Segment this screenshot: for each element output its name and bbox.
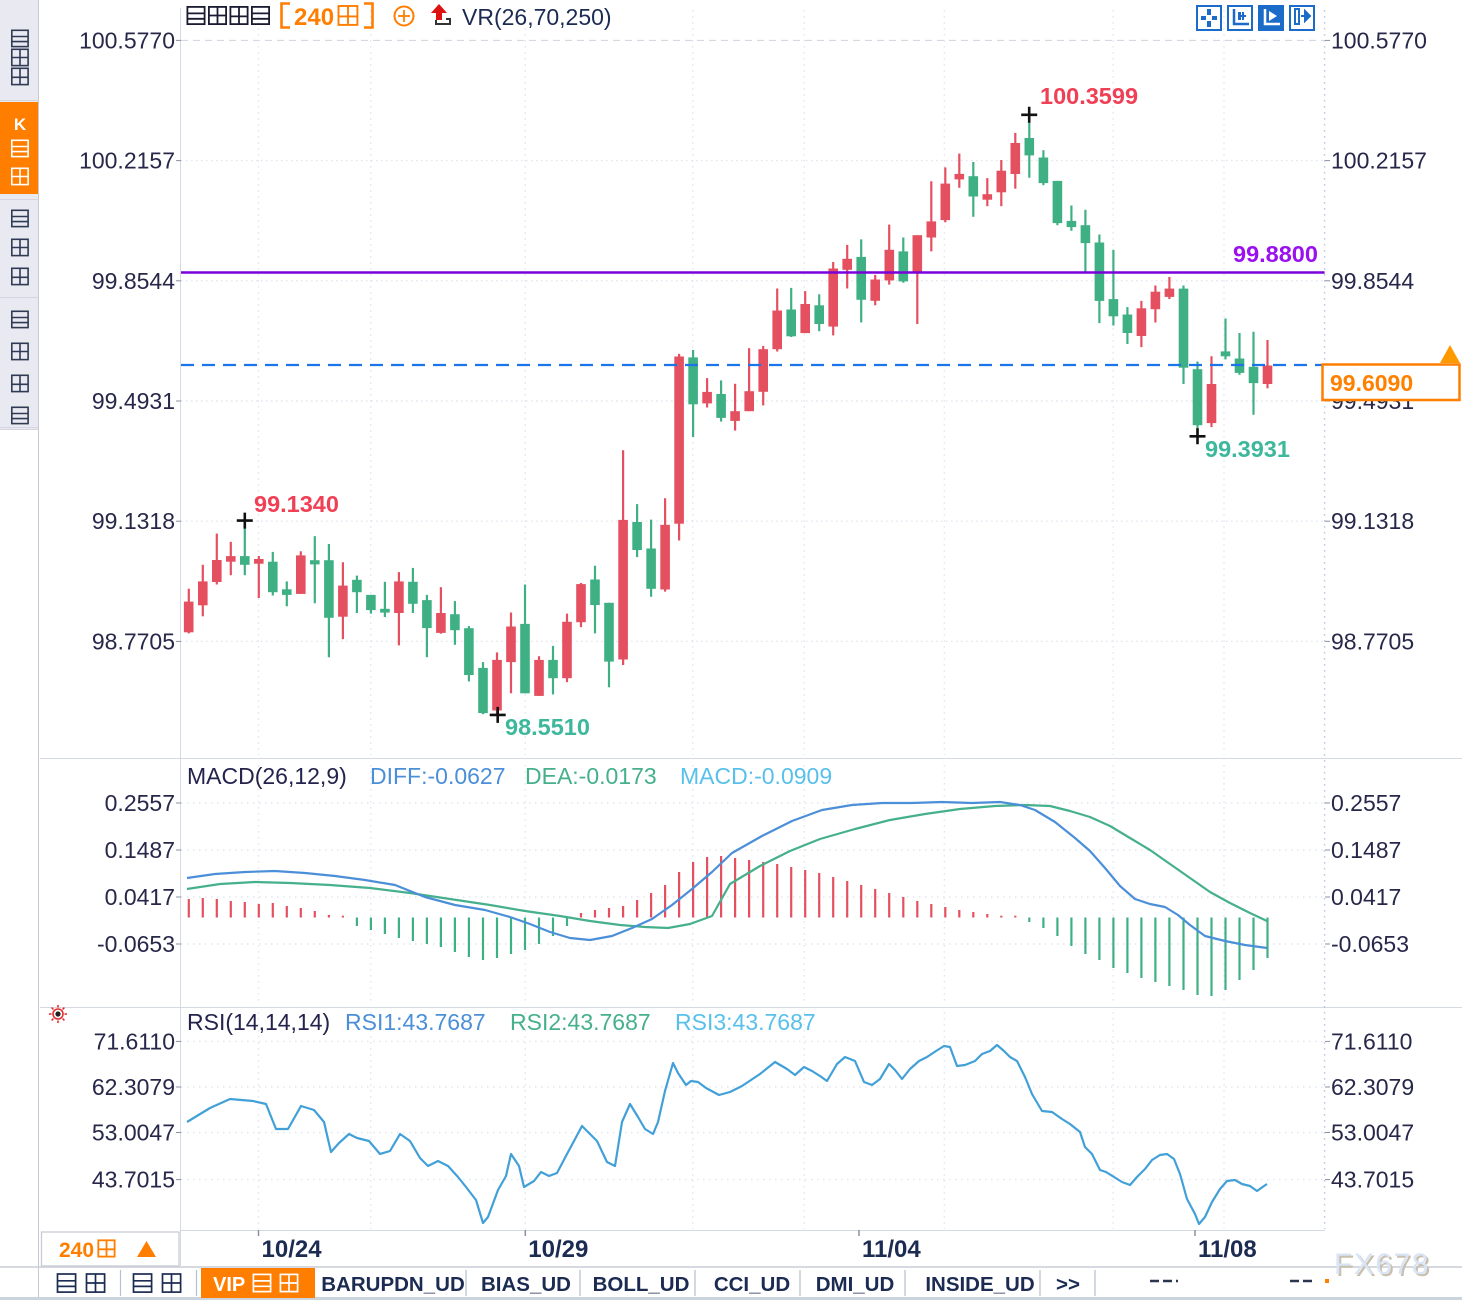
- svg-text:DIFF:-0.0627: DIFF:-0.0627: [370, 763, 506, 789]
- svg-text:11/04: 11/04: [862, 1236, 921, 1263]
- svg-text:0.0417: 0.0417: [1331, 884, 1401, 910]
- svg-text:INSIDE_UD: INSIDE_UD: [925, 1273, 1034, 1296]
- svg-text:0.2557: 0.2557: [1331, 790, 1401, 816]
- svg-text:98.7705: 98.7705: [92, 628, 175, 654]
- svg-text:0.2557: 0.2557: [105, 790, 175, 816]
- svg-text:-0.0653: -0.0653: [97, 931, 175, 957]
- svg-text:RSI(14,14,14): RSI(14,14,14): [187, 1009, 330, 1035]
- svg-text:0.0417: 0.0417: [105, 884, 175, 910]
- svg-text:71.6110: 71.6110: [94, 1028, 175, 1054]
- svg-text:98.7705: 98.7705: [1331, 628, 1414, 654]
- svg-text:240: 240: [294, 4, 334, 31]
- svg-text:99.8544: 99.8544: [92, 268, 175, 294]
- svg-text:99.1340: 99.1340: [254, 491, 339, 517]
- svg-text:53.0047: 53.0047: [1331, 1120, 1414, 1146]
- svg-text:99.4931: 99.4931: [92, 388, 175, 414]
- svg-text:DMI_UD: DMI_UD: [816, 1273, 895, 1296]
- svg-text:FX678: FX678: [1336, 1250, 1432, 1283]
- svg-text:RSI2:43.7687: RSI2:43.7687: [510, 1009, 651, 1035]
- svg-text:71.6110: 71.6110: [1331, 1028, 1412, 1054]
- svg-text:-0.0653: -0.0653: [1331, 931, 1409, 957]
- svg-text:RSI1:43.7687: RSI1:43.7687: [345, 1009, 486, 1035]
- svg-text:240: 240: [59, 1239, 94, 1262]
- svg-text:0.1487: 0.1487: [105, 837, 175, 863]
- svg-text:>>: >>: [1056, 1273, 1080, 1296]
- svg-text:100.3599: 100.3599: [1040, 83, 1138, 109]
- svg-text:99.6090: 99.6090: [1330, 370, 1413, 396]
- svg-text:100.2157: 100.2157: [1331, 148, 1427, 174]
- svg-text:99.1318: 99.1318: [1331, 508, 1414, 534]
- svg-text:100.5770: 100.5770: [79, 27, 175, 53]
- svg-text:VIP: VIP: [213, 1274, 245, 1296]
- svg-text:99.8800: 99.8800: [1233, 241, 1318, 267]
- svg-text:FX678: FX678: [1334, 1248, 1430, 1281]
- svg-text:100.2157: 100.2157: [79, 148, 175, 174]
- svg-text:BIAS_UD: BIAS_UD: [481, 1273, 571, 1296]
- svg-text:43.7015: 43.7015: [1331, 1167, 1414, 1193]
- svg-text:99.3931: 99.3931: [1205, 436, 1290, 462]
- svg-text:99.8544: 99.8544: [1331, 268, 1414, 294]
- svg-text:100.5770: 100.5770: [1331, 27, 1427, 53]
- svg-text:DEA:-0.0173: DEA:-0.0173: [525, 763, 657, 789]
- svg-text:BOLL_UD: BOLL_UD: [593, 1273, 690, 1296]
- svg-text:62.3079: 62.3079: [92, 1074, 175, 1100]
- svg-text:11/08: 11/08: [1198, 1236, 1257, 1263]
- svg-text:53.0047: 53.0047: [92, 1120, 175, 1146]
- svg-text:K: K: [14, 115, 27, 134]
- svg-text:43.7015: 43.7015: [92, 1167, 175, 1193]
- svg-text:BARUPDN_UD: BARUPDN_UD: [321, 1273, 465, 1296]
- svg-text:10/24: 10/24: [262, 1236, 323, 1263]
- svg-text:RSI3:43.7687: RSI3:43.7687: [675, 1009, 816, 1035]
- svg-text:VR(26,70,250): VR(26,70,250): [462, 4, 612, 30]
- svg-text:99.1318: 99.1318: [92, 508, 175, 534]
- svg-text:0.1487: 0.1487: [1331, 837, 1401, 863]
- svg-text:CCI_UD: CCI_UD: [714, 1273, 790, 1296]
- svg-text:62.3079: 62.3079: [1331, 1074, 1414, 1100]
- svg-text:MACD:-0.0909: MACD:-0.0909: [680, 763, 832, 789]
- svg-text:MACD(26,12,9): MACD(26,12,9): [187, 763, 347, 789]
- svg-text:98.5510: 98.5510: [505, 714, 590, 740]
- svg-text:10/29: 10/29: [528, 1236, 588, 1263]
